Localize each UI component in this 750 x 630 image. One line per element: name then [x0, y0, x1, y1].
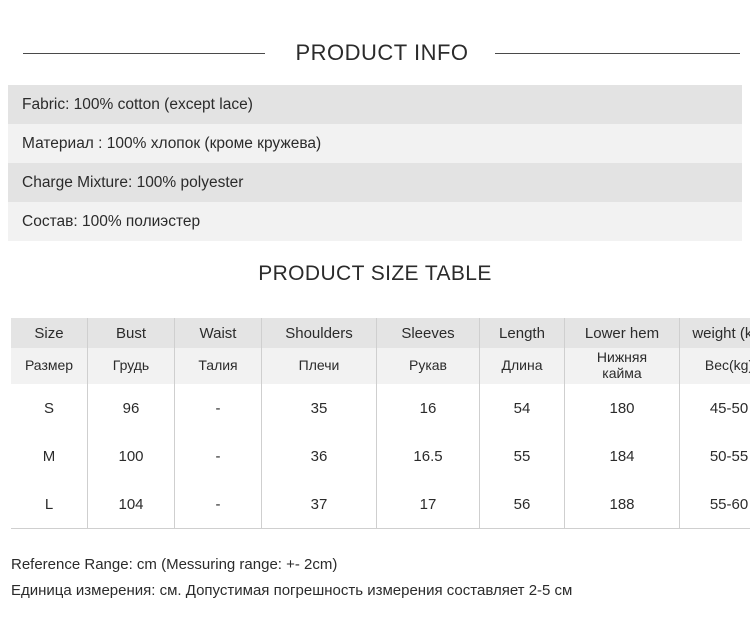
cell-sleeves: 16 [376, 384, 480, 432]
cell-length: 56 [479, 480, 565, 529]
cell-waist: - [174, 432, 262, 480]
cell-lower-hem: 180 [564, 384, 680, 432]
header-shoulders-ru: Плечи [261, 348, 377, 384]
product-size-table-title: PRODUCT SIZE TABLE [258, 262, 492, 285]
cell-waist: - [174, 480, 262, 529]
cell-shoulders: 37 [261, 480, 377, 529]
header-length-ru: Длина [479, 348, 565, 384]
info-row-fabric-en: Fabric: 100% cotton (except lace) [8, 85, 742, 124]
header-waist-ru: Талия [174, 348, 262, 384]
info-row-charge-mixture-ru: Состав: 100% полиэстер [8, 202, 742, 241]
note-reference-range-en: Reference Range: cm (Messuring range: +-… [11, 556, 338, 573]
table-header-row-ru: Размер Грудь Талия Плечи Рукав Длина Ниж… [11, 348, 750, 384]
cell-weight: 50-55 [679, 432, 750, 480]
product-size-table-wrapper: Size Bust Waist Shoulders Sleeves Length… [11, 318, 750, 529]
info-row-charge-mixture-en: Charge Mixture: 100% polyester [8, 163, 742, 202]
header-lower-hem: Lower hem [564, 318, 680, 348]
table-row: S 96 - 35 16 54 180 45-50 [11, 384, 750, 432]
header-size-ru: Размер [11, 348, 88, 384]
header-length: Length [479, 318, 565, 348]
table-row: M 100 - 36 16.5 55 184 50-55 [11, 432, 750, 480]
cell-shoulders: 36 [261, 432, 377, 480]
header-sleeves: Sleeves [376, 318, 480, 348]
cell-bust: 96 [87, 384, 175, 432]
cell-sleeves: 16.5 [376, 432, 480, 480]
product-info-heading: PRODUCT INFO [0, 36, 750, 70]
header-weight-ru: Вес(kg) [679, 348, 750, 384]
header-sleeves-ru: Рукав [376, 348, 480, 384]
header-size: Size [11, 318, 88, 348]
heading-rule-right [494, 52, 740, 54]
measurement-notes: Reference Range: cm (Messuring range: +-… [11, 552, 745, 604]
cell-length: 55 [479, 432, 565, 480]
header-lower-hem-ru-line2: кайма [602, 365, 642, 381]
table-row: L 104 - 37 17 56 188 55-60 [11, 480, 750, 529]
cell-waist: - [174, 384, 262, 432]
cell-lower-hem: 188 [564, 480, 680, 529]
cell-length: 54 [479, 384, 565, 432]
header-bust-ru: Грудь [87, 348, 175, 384]
header-shoulders: Shoulders [261, 318, 377, 348]
heading-rule-left [23, 52, 266, 54]
header-weight: weight (kg) [679, 318, 750, 348]
product-size-table: Size Bust Waist Shoulders Sleeves Length… [11, 318, 750, 529]
cell-weight: 45-50 [679, 384, 750, 432]
cell-shoulders: 35 [261, 384, 377, 432]
table-header-row-en: Size Bust Waist Shoulders Sleeves Length… [11, 318, 750, 348]
cell-weight: 55-60 [679, 480, 750, 529]
note-reference-range-ru: Единица измерения: см. Допустимая погреш… [11, 582, 573, 599]
product-info-title: PRODUCT INFO [295, 40, 469, 65]
cell-bust: 104 [87, 480, 175, 529]
header-waist: Waist [174, 318, 262, 348]
cell-size: S [11, 384, 88, 432]
info-row-fabric-ru: Материал : 100% хлопок (кроме кружева) [8, 124, 742, 163]
cell-size: L [11, 480, 88, 529]
cell-size: M [11, 432, 88, 480]
product-info-rows: Fabric: 100% cotton (except lace) Матери… [8, 85, 742, 241]
cell-bust: 100 [87, 432, 175, 480]
cell-lower-hem: 184 [564, 432, 680, 480]
header-lower-hem-ru: Нижняя кайма [564, 348, 680, 384]
cell-sleeves: 17 [376, 480, 480, 529]
header-lower-hem-ru-line1: Нижняя [596, 349, 648, 366]
header-bust: Bust [87, 318, 175, 348]
